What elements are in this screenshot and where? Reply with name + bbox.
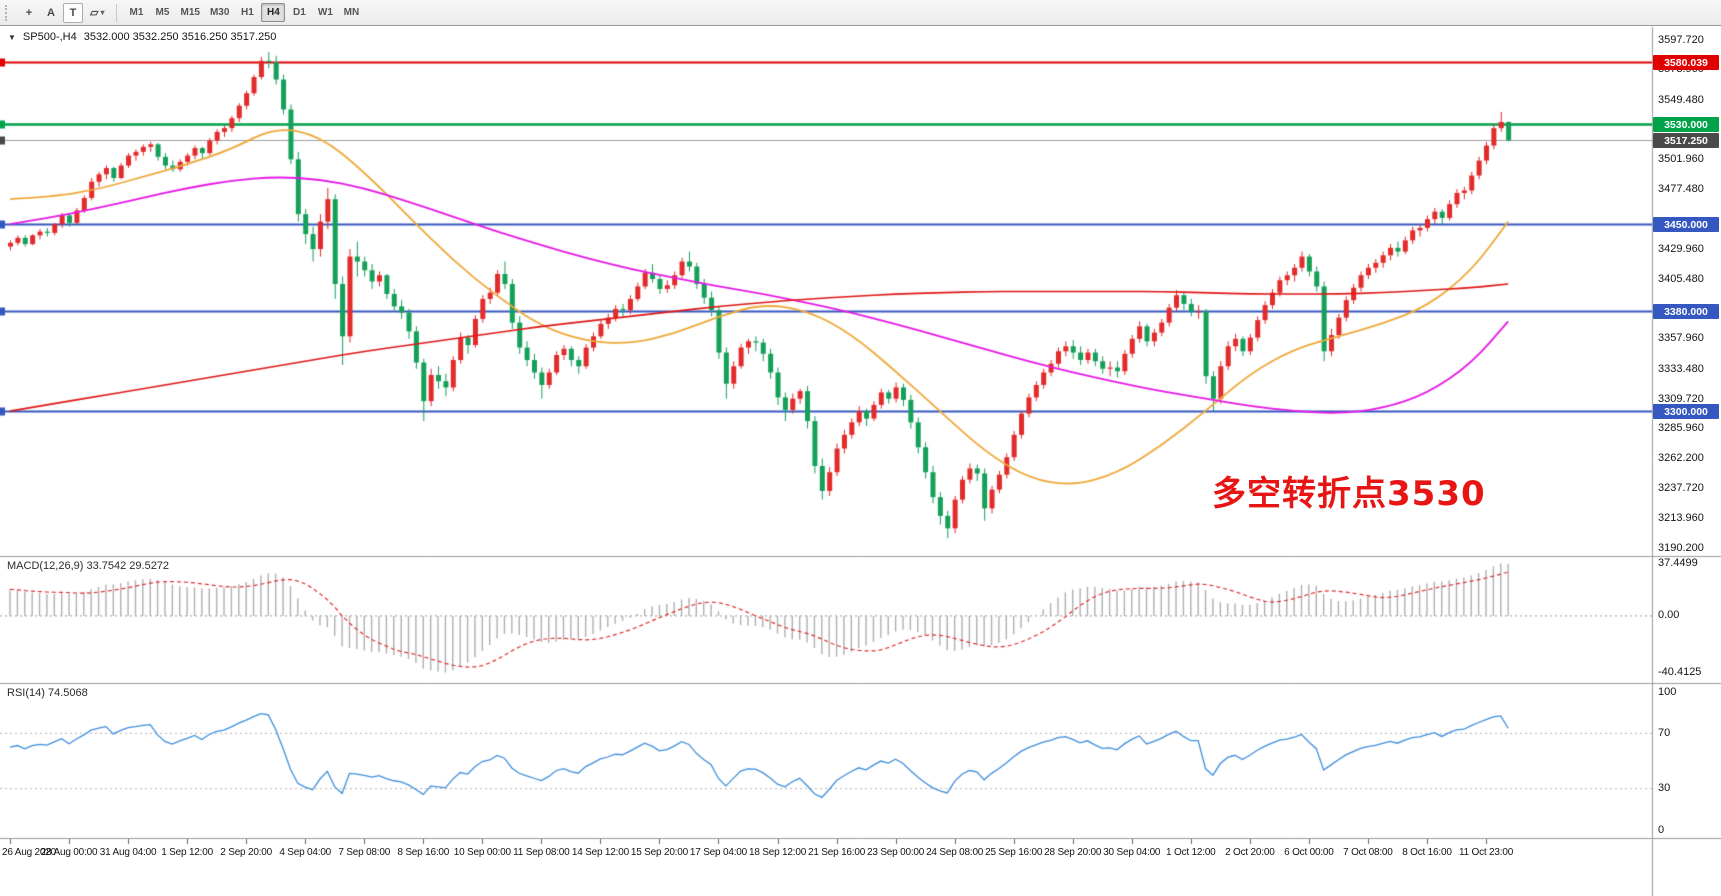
timeframe-button-m30[interactable]: M30 bbox=[206, 3, 233, 22]
timeframe-button-mn[interactable]: MN bbox=[339, 3, 363, 22]
toolbar-separator bbox=[116, 3, 118, 22]
text-tool-button[interactable]: T bbox=[63, 2, 83, 23]
timeframe-button-m5[interactable]: M5 bbox=[150, 3, 174, 22]
shapes-dropdown-button[interactable]: ▱ ▾ bbox=[85, 3, 109, 23]
shapes-icon: ▱ bbox=[90, 7, 99, 19]
chevron-down-icon: ▾ bbox=[100, 8, 105, 17]
crosshair-button[interactable]: + bbox=[19, 3, 39, 23]
timeframe-button-h1[interactable]: H1 bbox=[235, 3, 259, 22]
timeframe-button-h4[interactable]: H4 bbox=[261, 3, 286, 22]
timeframe-button-m1[interactable]: M1 bbox=[124, 3, 148, 22]
toolbar: + A T ▱ ▾ M1 M5 M15 M30 H1 H4 D1 W1 MN bbox=[0, 0, 1721, 26]
text-label-button[interactable]: A bbox=[41, 3, 61, 23]
timeframe-button-w1[interactable]: W1 bbox=[313, 3, 337, 22]
toolbar-grip[interactable] bbox=[5, 4, 12, 21]
timeframe-group: M1 M5 M15 M30 H1 H4 D1 W1 MN bbox=[123, 3, 364, 22]
timeframe-button-m15[interactable]: M15 bbox=[176, 3, 203, 22]
timeframe-button-d1[interactable]: D1 bbox=[287, 3, 311, 22]
